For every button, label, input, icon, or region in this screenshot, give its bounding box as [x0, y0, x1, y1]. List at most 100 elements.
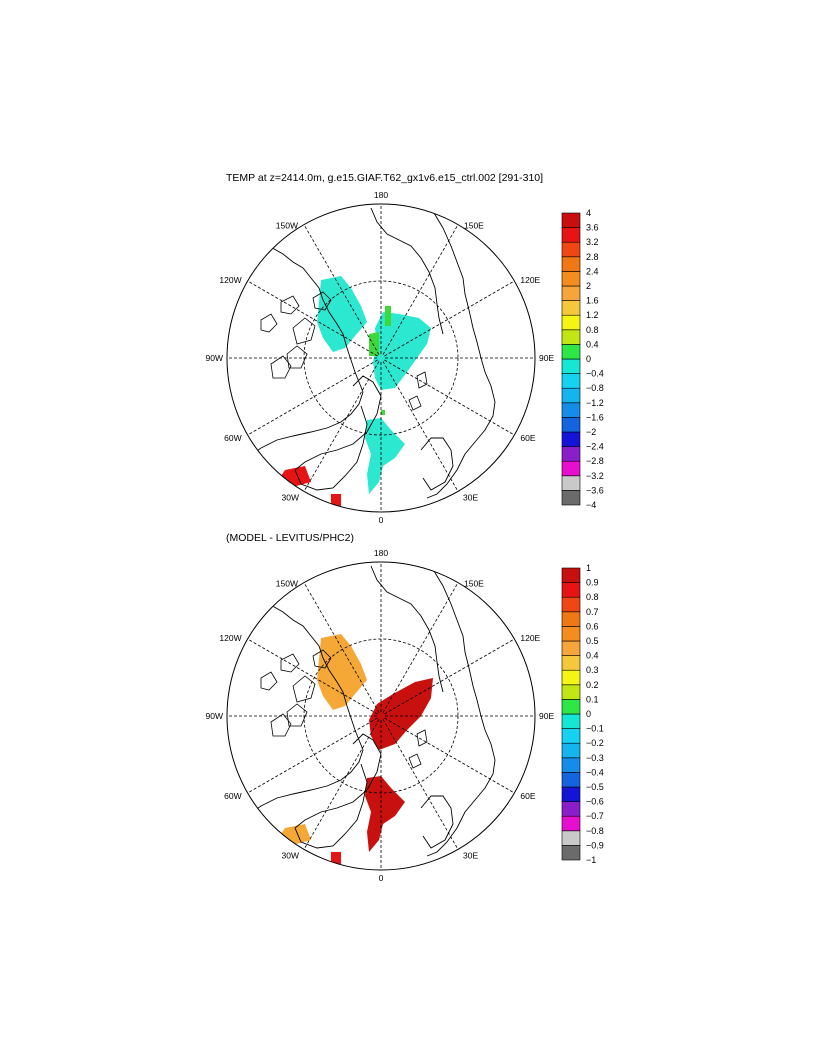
- coastline-eurasia: [426, 565, 496, 857]
- anomaly-patch: [317, 634, 367, 710]
- colorbar-swatch: [561, 786, 581, 802]
- coastline-island: [408, 395, 422, 411]
- anomaly-patch: [365, 418, 405, 494]
- colorbar-swatch: [561, 611, 581, 627]
- colorbar-label: 0.5: [586, 636, 599, 646]
- colorbar-label: 0.8: [586, 592, 599, 602]
- colorbar-label: −0.2: [586, 738, 604, 748]
- colorbar-swatch: [561, 699, 581, 715]
- colorbar-label: −0.7: [586, 811, 604, 821]
- colorbar-label: 0.7: [586, 607, 599, 617]
- colorbar-label: −3.6: [586, 485, 604, 495]
- colorbar-label: −0.3: [586, 753, 604, 763]
- colorbar-label: −2.4: [586, 442, 604, 452]
- longitude-label: 120W: [219, 275, 241, 285]
- colorbar-label: 0.8: [586, 325, 599, 335]
- longitude-label: 90E: [539, 711, 554, 721]
- longitude-label: 120E: [520, 275, 540, 285]
- colorbar-swatch: [561, 271, 581, 287]
- colorbar-label: 0.6: [586, 621, 599, 631]
- meridian-line: [382, 361, 459, 492]
- colorbar-label: −4: [586, 500, 596, 510]
- colorbar-swatch: [561, 256, 581, 272]
- longitude-label: 60E: [520, 791, 535, 801]
- map-content: [227, 204, 535, 512]
- longitude-label: 150E: [464, 221, 484, 231]
- anomaly-patch: [385, 306, 391, 326]
- longitude-label: 180: [374, 190, 388, 200]
- coastline-island: [408, 753, 422, 769]
- anomaly-patch: [331, 494, 341, 506]
- coastline-island: [286, 703, 308, 727]
- colorbar-swatch: [561, 815, 581, 832]
- colorbar-label: 3.2: [586, 237, 599, 247]
- anomaly-patch: [317, 276, 367, 352]
- anomaly-patch: [373, 312, 431, 390]
- latitude-circle: [303, 280, 459, 436]
- colorbar-label: 0: [586, 354, 591, 364]
- anomaly-patch: [381, 410, 385, 415]
- meridian-line: [382, 719, 459, 850]
- colorbar-label: −3.2: [586, 471, 604, 481]
- colorbar-swatch: [561, 373, 581, 389]
- longitude-label: 120E: [520, 633, 540, 643]
- colorbar-label: 2.8: [586, 252, 599, 262]
- colorbar-swatch: [561, 596, 581, 613]
- meridian-line: [382, 582, 459, 713]
- top-panel-title: TEMP at z=2414.0m, g.e15.GIAF.T62_gx1v6.…: [226, 172, 544, 184]
- coastline-island: [280, 653, 300, 673]
- longitude-label: 120W: [219, 633, 241, 643]
- colorbar-swatch: [561, 417, 581, 433]
- map-boundary: [226, 561, 536, 871]
- coastline-island: [280, 295, 300, 315]
- longitude-label: 30W: [282, 492, 299, 502]
- colorbar-swatch: [561, 728, 581, 744]
- colorbar-label: 2: [586, 281, 591, 291]
- longitude-label: 180: [374, 548, 388, 558]
- colorbar-label: −2: [586, 427, 596, 437]
- coastline-island: [416, 371, 428, 389]
- colorbar-label: −2.8: [586, 456, 604, 466]
- colorbar-label: −0.5: [586, 782, 604, 792]
- colorbar-label: −0.8: [586, 383, 604, 393]
- colorbar-label: 0.4: [586, 651, 599, 661]
- longitude-label: 60W: [224, 433, 241, 443]
- colorbar-label: 0.2: [586, 680, 599, 690]
- meridian-line: [247, 359, 378, 436]
- meridian-line: [303, 719, 380, 850]
- colorbar-label: −1.2: [586, 398, 604, 408]
- longitude-label: 0: [379, 873, 384, 883]
- colorbar-swatch: [561, 669, 581, 686]
- longitude-label: 150E: [464, 579, 484, 589]
- colorbar-swatch: [561, 314, 581, 331]
- colorbar-label: 3.6: [586, 223, 599, 233]
- meridian-line: [247, 280, 378, 357]
- colorbar-label: 1.2: [586, 310, 599, 320]
- coastline-island: [270, 355, 292, 379]
- colorbar-swatch: [561, 626, 581, 642]
- meridian-line: [303, 582, 380, 713]
- meridian-line: [384, 717, 515, 794]
- colorbar-label: 0.3: [586, 665, 599, 675]
- coastline-island: [292, 675, 316, 703]
- colorbar-label: 2.4: [586, 266, 599, 276]
- coastline-island: [292, 317, 316, 345]
- coastline-scandinavia: [420, 795, 454, 849]
- colorbar-swatch: [561, 490, 581, 506]
- longitude-label: 90W: [206, 353, 223, 363]
- colorbar-swatch: [561, 358, 581, 374]
- colorbar-swatch: [561, 387, 581, 404]
- coastline-island: [260, 313, 278, 333]
- colorbar-label: −1.6: [586, 412, 604, 422]
- meridian-line: [247, 717, 378, 794]
- coastline-island: [286, 345, 308, 369]
- meridian-line: [384, 638, 515, 715]
- anomaly-patch: [369, 678, 433, 750]
- colorbar-label: 0: [586, 709, 591, 719]
- coastline-north-america: [227, 580, 364, 841]
- meridian-line: [247, 638, 378, 715]
- longitude-label: 60W: [224, 791, 241, 801]
- longitude-label: 0: [379, 515, 384, 525]
- colorbar-label: −0.4: [586, 369, 604, 379]
